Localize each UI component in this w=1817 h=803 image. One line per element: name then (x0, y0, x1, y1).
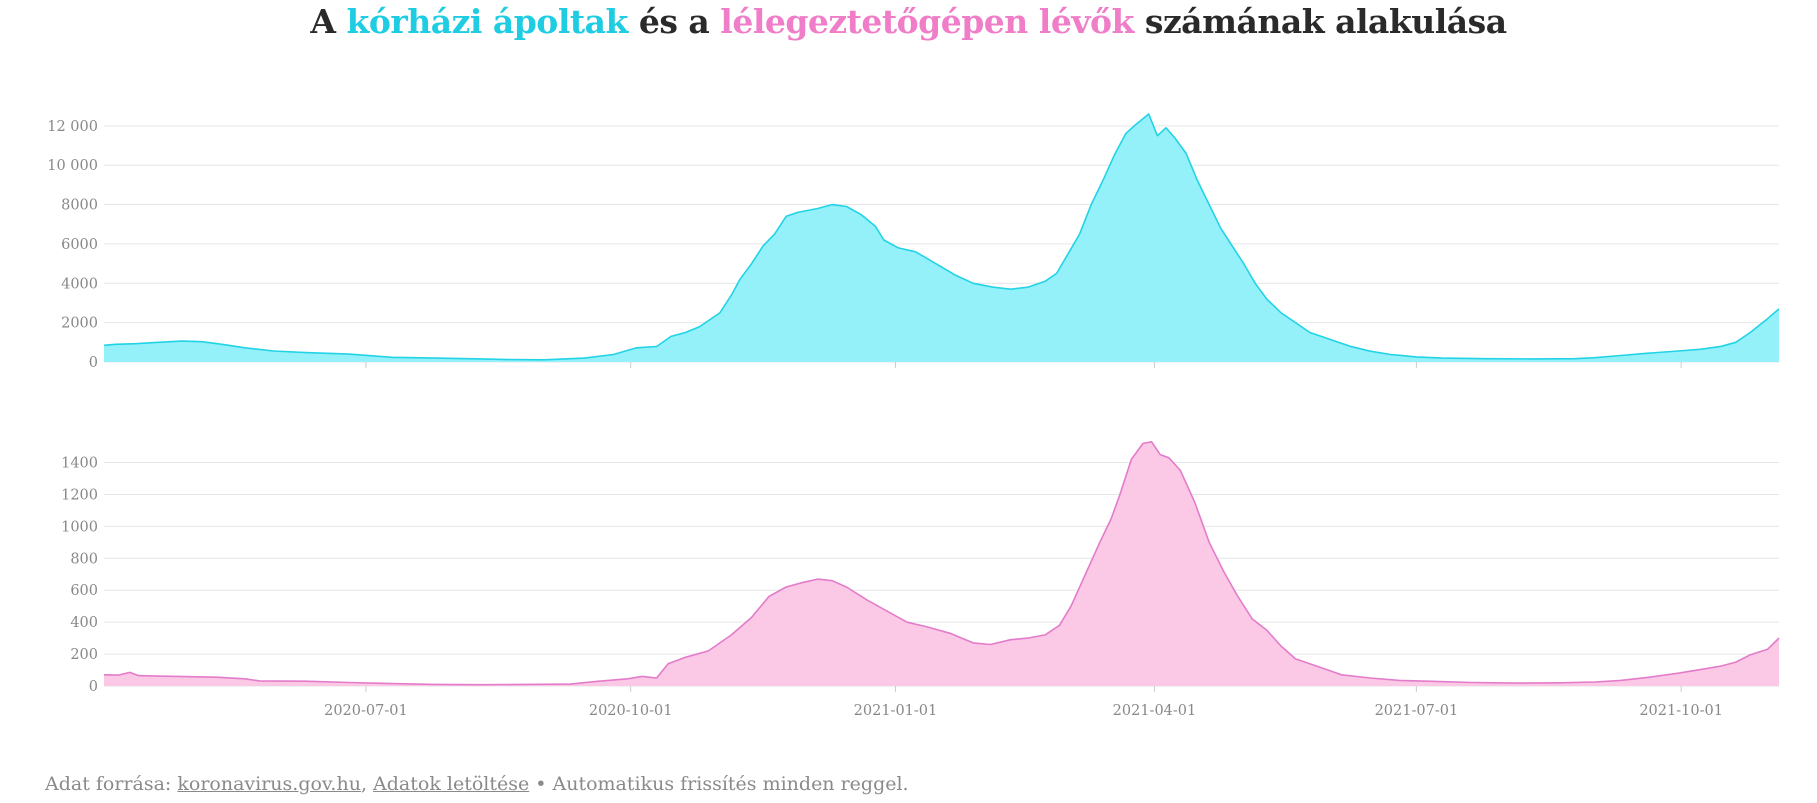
ventilator-chart: 0 200 400 600 800 1000 1200 1400 2020-07-01 2020-… (61, 441, 1780, 719)
footer-prefix: Adat forrása: (45, 773, 178, 795)
ventilator-y-tick-label: 0 (89, 679, 98, 695)
download-link[interactable]: Adatok letöltése (373, 773, 530, 795)
title-highlight-ventilator: lélegeztetőgépen lévők (720, 2, 1134, 41)
ventilator-y-tick-label: 800 (70, 551, 98, 567)
hospital-y-tick-label: 6000 (61, 237, 98, 253)
ventilator-y-tick-label: 1400 (61, 456, 98, 472)
footer: Adat forrása: koronavirus.gov.hu, Adatok… (45, 773, 909, 795)
ventilator-x-tick-label: 2021-04-01 (1113, 703, 1197, 719)
hospital-y-tick-label: 12 000 (47, 119, 98, 135)
hospital-y-tick-label: 2000 (61, 316, 98, 332)
ventilator-y-tick-label: 600 (70, 583, 98, 599)
footer-suffix: • Automatikus frissítés minden reggel. (529, 773, 909, 795)
hospital-y-tick-label: 0 (89, 355, 98, 371)
chart-title: A kórházi ápoltak és a lélegeztetőgépen … (0, 2, 1817, 41)
hospital-y-tick-label: 10 000 (47, 158, 98, 174)
ventilator-x-tick-label: 2020-07-01 (324, 703, 408, 719)
ventilator-x-tick-label: 2020-10-01 (589, 703, 673, 719)
hospital-y-tick-label: 4000 (61, 276, 98, 292)
hospital-line (103, 113, 1780, 361)
charts-svg: 0 2000 4000 6000 8000 10 000 12 000 0 200 400 600… (47, 113, 1780, 719)
ventilator-area (104, 441, 1779, 686)
ventilator-y-tick-label: 1200 (61, 487, 98, 503)
ventilator-y-tick-label: 1000 (61, 519, 98, 535)
hospital-chart: 0 2000 4000 6000 8000 10 000 12 000 (47, 113, 1780, 371)
title-highlight-hospital: kórházi ápoltak (346, 2, 628, 41)
source-link[interactable]: koronavirus.gov.hu (177, 773, 361, 795)
hospital-y-tick-label: 8000 (61, 198, 98, 214)
ventilator-y-tick-label: 200 (70, 647, 98, 663)
ventilator-x-tick-label: 2021-07-01 (1375, 703, 1459, 719)
hospital-area (104, 114, 1779, 362)
title-part-1: A (310, 2, 347, 41)
ventilator-line (103, 441, 1780, 686)
ventilator-x-tick-label: 2021-10-01 (1639, 703, 1723, 719)
title-part-3: számának alakulása (1133, 2, 1507, 41)
ventilator-y-tick-label: 400 (70, 615, 98, 631)
ventilator-x-tick-label: 2021-01-01 (854, 703, 938, 719)
title-part-2: és a (627, 2, 721, 41)
footer-separator: , (360, 773, 374, 795)
